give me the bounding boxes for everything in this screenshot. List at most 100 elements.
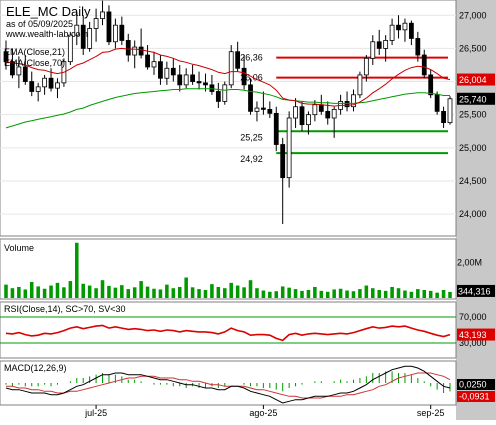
rsi-tick-label: 70,000 (459, 312, 487, 322)
volume-bar (42, 288, 47, 298)
volume-bar (17, 286, 21, 298)
volume-label: Volume (4, 243, 34, 253)
candle-body (10, 61, 15, 76)
volume-bar (210, 284, 214, 298)
volume-bar (235, 285, 240, 298)
site-link[interactable]: www.wealth-lab.com (5, 29, 88, 39)
volume-bar (274, 291, 279, 298)
candle-body (125, 40, 131, 56)
volume-bar (197, 289, 201, 298)
volume-bar (396, 288, 401, 298)
candle-body (87, 28, 93, 49)
rsi-tag-bg (457, 328, 495, 341)
volume-bar (255, 288, 259, 298)
candle-body (203, 82, 208, 86)
candle-body (351, 94, 356, 108)
volume-bar (287, 287, 291, 298)
volume-bar (203, 289, 208, 298)
candle-body (112, 24, 118, 43)
candle-body (3, 51, 9, 63)
last-price-tag-bg (457, 92, 495, 105)
volume-bar (4, 284, 8, 298)
volume-bar (126, 289, 131, 298)
macd-last-tag: 0,0250 (459, 380, 487, 390)
volume-bar (441, 289, 446, 298)
volume-bar (62, 287, 66, 298)
volume-bar (325, 291, 330, 298)
rsi-line (5, 324, 451, 342)
candle-body (222, 84, 228, 102)
ema21-line (5, 47, 451, 107)
volume-bar (261, 290, 266, 298)
candle-body (293, 106, 298, 119)
candle-body (383, 40, 389, 49)
volume-bar (409, 291, 414, 298)
volume-bar (139, 281, 143, 298)
volume-bar (293, 289, 298, 298)
candle-body (325, 110, 331, 119)
price-tick-label: 27,000 (459, 10, 487, 20)
volume-bar (113, 287, 118, 298)
rsi-label: RSI(Close,14), SC>70, SV<30 (4, 304, 126, 314)
ema21-label: EMA(Close,21) (4, 47, 65, 57)
candle-body (106, 11, 112, 43)
support-label: 24,92 (240, 154, 263, 164)
volume-bar (364, 285, 369, 298)
candle-body (415, 38, 421, 56)
resistance-label: 26,06 (240, 73, 263, 83)
volume-bar (100, 280, 105, 298)
candle-body (402, 22, 408, 31)
volume-bar (216, 286, 221, 298)
volume-bar (81, 283, 85, 298)
candle-body (151, 61, 157, 68)
volume-bar (229, 282, 233, 298)
axis-panel (456, 0, 496, 420)
price-tick-label: 25,500 (459, 110, 487, 120)
candle-body (100, 11, 105, 19)
candle-body (42, 77, 48, 88)
volume-bar (223, 288, 227, 298)
rsi-tick-label: 30,000 (459, 338, 487, 348)
volume-bar (49, 285, 53, 298)
volume-bar (158, 289, 163, 298)
volume-bar (242, 287, 246, 298)
candle-body (235, 51, 241, 69)
volume-bar (338, 288, 343, 298)
candle-body (67, 34, 73, 63)
x-tick-label: ago-25 (249, 408, 277, 418)
volume-bar (358, 289, 362, 298)
volume-bar (171, 288, 176, 298)
candle-body (273, 112, 279, 145)
volume-bar (351, 291, 356, 298)
candle-body (286, 117, 292, 179)
volume-bar (448, 291, 452, 298)
candle-body (29, 81, 35, 92)
volume-bar (36, 286, 40, 298)
volume-pane (0, 238, 457, 300)
volume-bar (300, 290, 304, 298)
volume-bar (268, 291, 272, 298)
candle-body (344, 101, 350, 108)
candle-body (35, 86, 41, 92)
volume-bar (23, 289, 28, 298)
candle-body (280, 144, 286, 179)
candle-body (396, 24, 401, 31)
x-tick-label: jul-25 (84, 408, 107, 418)
candle-body (267, 108, 273, 114)
candle-body (306, 114, 311, 126)
volume-bar (75, 242, 79, 298)
volume-bar (313, 286, 317, 298)
volume-bar (145, 286, 150, 298)
macd-line (5, 365, 451, 404)
volume-bar (435, 292, 439, 298)
volume-bar (165, 284, 169, 298)
candle-body (228, 51, 234, 86)
volume-bar (306, 289, 311, 298)
volume-bar (371, 288, 375, 298)
volume-bar (332, 289, 336, 298)
macd-pane (0, 360, 457, 406)
candle-body (215, 91, 221, 102)
macd-label: MACD(12,26,9) (4, 363, 67, 373)
macd-tag-bg (457, 379, 495, 390)
